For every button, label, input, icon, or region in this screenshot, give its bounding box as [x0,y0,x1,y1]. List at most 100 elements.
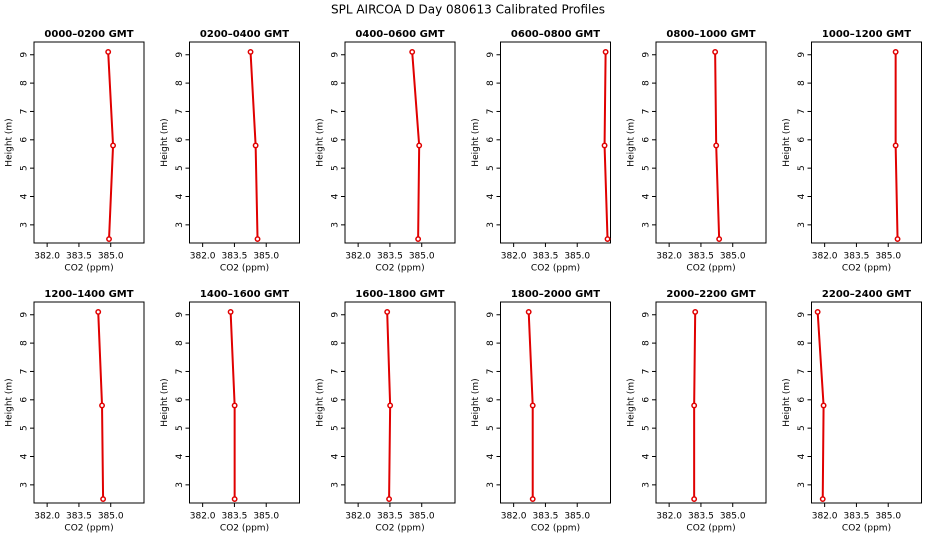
y-tick-label: 7 [331,369,341,375]
y-axis-label: Height (m) [471,378,481,426]
point [384,308,391,315]
y-tick-label: 5 [797,425,807,431]
y-tick-label: 9 [20,52,30,58]
point [415,236,422,242]
y-tick-label: 4 [797,453,807,459]
point [231,496,238,502]
y-tick-label: 9 [642,52,652,58]
point [529,496,536,502]
y-axis-label: Height (m) [782,118,792,166]
point [819,496,826,502]
x-tick-label: 382.0 [34,512,60,522]
y-tick-label: 3 [797,222,807,228]
x-tick-label: 383.5 [688,512,714,522]
point [604,236,611,242]
point [894,236,901,242]
y-tick-label: 3 [642,482,652,488]
panel-title: 0600–0800 GMT [511,29,600,40]
y-tick-label: 7 [486,109,496,115]
x-tick-label: 382.0 [656,252,682,262]
plot-frame [500,41,611,244]
x-tick-label: 382.0 [812,512,838,522]
x-tick-label: 385.0 [720,512,746,522]
point [409,48,416,55]
plot-frame [811,41,922,244]
y-tick-label: 3 [797,482,807,488]
y-tick-label: 6 [175,397,185,403]
point [95,308,102,315]
y-tick-label: 3 [20,222,30,228]
x-tick-label: 385.0 [875,512,901,522]
point [386,496,393,502]
y-tick-label: 5 [486,425,496,431]
y-tick-label: 7 [642,369,652,375]
point [601,142,608,149]
point [416,142,423,149]
plot-frame [189,301,300,504]
panel-title: 1000–1200 GMT [822,29,911,40]
x-tick-label: 385.0 [564,512,590,522]
y-tick-label: 9 [797,312,807,318]
panel-title: 1400–1600 GMT [200,289,289,300]
y-tick-label: 6 [642,397,652,403]
point [525,308,532,315]
point [227,308,234,315]
plot-frame [655,41,767,244]
x-tick-label: 383.5 [688,252,714,262]
y-tick-label: 9 [20,312,30,318]
plot-frame [500,301,611,504]
y-tick-label: 8 [20,340,30,346]
point [529,402,536,409]
y-tick-label: 4 [486,193,496,199]
y-tick-label: 5 [20,425,30,431]
panel-title: 0800–1000 GMT [666,29,755,40]
y-axis-label: Height (m) [5,118,15,166]
y-axis-label: Height (m) [316,118,326,166]
x-tick-label: 385.0 [98,512,124,522]
y-tick-label: 3 [331,482,341,488]
y-tick-label: 7 [175,369,185,375]
point [716,236,723,242]
x-tick-label: 385.0 [875,252,901,262]
y-axis-label: Height (m) [627,118,637,166]
point [692,308,699,315]
x-tick-label: 382.0 [190,252,216,262]
point [691,496,698,502]
point [712,48,719,55]
y-tick-label: 9 [486,52,496,58]
x-axis-label: CO2 (ppm) [842,524,891,534]
x-tick-label: 382.0 [656,512,682,522]
y-tick-label: 6 [797,137,807,143]
y-tick-label: 6 [331,137,341,143]
point [892,48,899,55]
y-tick-label: 3 [20,482,30,488]
plot-frame [344,301,456,504]
y-tick-label: 5 [175,165,185,171]
y-tick-label: 3 [331,222,341,228]
x-tick-label: 385.0 [409,512,435,522]
plot-frame [344,41,456,244]
x-tick-label: 385.0 [564,252,590,262]
x-tick-label: 382.0 [34,252,60,262]
y-tick-label: 4 [797,193,807,199]
x-tick-label: 382.0 [812,252,838,262]
y-tick-label: 7 [19,109,29,115]
y-tick-label: 6 [486,397,496,403]
y-axis-label: Height (m) [316,378,326,426]
point [105,48,112,55]
y-tick-label: 8 [486,340,496,346]
point [820,402,827,409]
point [691,402,698,409]
y-tick-label: 3 [486,222,496,228]
y-tick-label: 8 [20,80,30,86]
x-tick-label: 382.0 [345,252,371,262]
y-tick-label: 9 [331,52,341,58]
y-axis-label: Height (m) [471,118,481,166]
x-tick-label: 383.5 [377,252,403,262]
x-axis-label: CO2 (ppm) [686,264,735,274]
plot-frame [811,301,922,504]
y-tick-label: 3 [642,222,652,228]
x-axis-label: CO2 (ppm) [531,264,580,274]
x-tick-label: 383.5 [533,252,559,262]
